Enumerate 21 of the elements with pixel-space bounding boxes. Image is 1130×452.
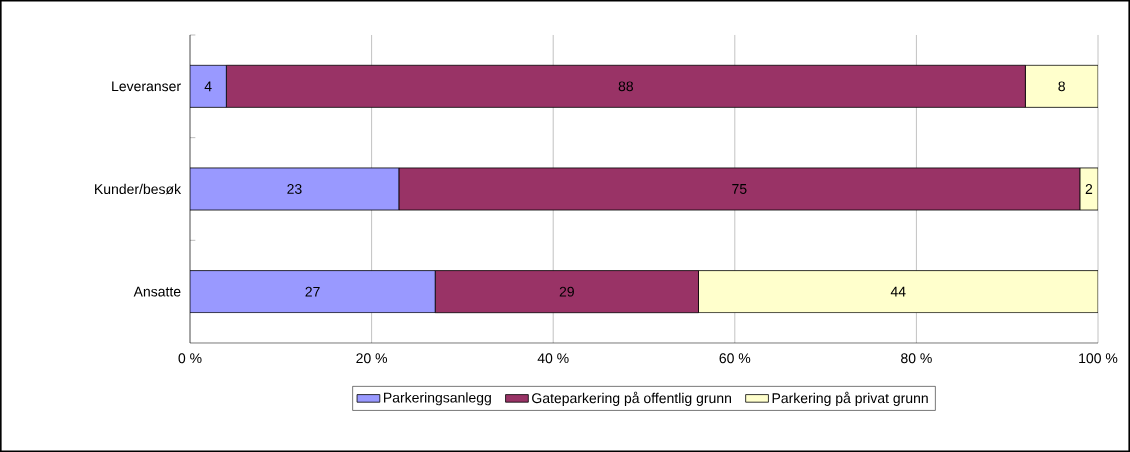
x-tick-label: 20 % [356,353,388,364]
data-label: 27 [305,286,320,297]
y-tick-label: Kunder/besøk [95,183,182,195]
data-label: 88 [618,81,634,92]
data-label: 4 [204,81,212,92]
legend-label: Gateparkering på offentlig grunn [532,391,731,406]
data-label: 23 [287,184,302,194]
x-tick-label: 80 % [901,353,932,364]
data-label: 75 [732,184,747,194]
y-tick-label: Ansatte [133,286,181,297]
x-tick-label: 60 % [719,353,751,364]
x-tick-label: 40 % [537,353,569,364]
legend-label: Parkering på privat grunn [772,391,928,406]
data-label: 8 [1058,81,1065,92]
legend-label: Parkeringsanlegg [384,392,491,406]
data-label: 44 [890,286,906,297]
x-tick-label: 0 % [178,353,202,364]
data-label: 2 [1085,184,1093,194]
data-label: 29 [559,286,574,297]
y-tick-label: Leveranser [112,81,181,92]
x-tick-label: 100 % [1079,353,1118,364]
